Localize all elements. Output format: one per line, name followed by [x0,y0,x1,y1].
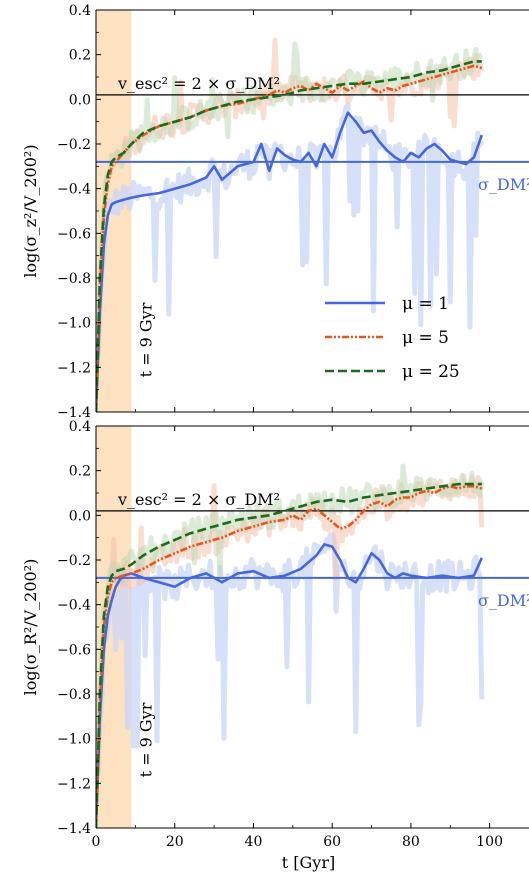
time-marker-label: t = 9 Gyr [136,702,155,777]
y-tick-label: −0.6 [57,226,91,242]
x-tick-label: 100 [476,834,503,850]
legend: μ = 1 μ = 5 μ = 25 [325,294,460,382]
x-tick-label: 0 [92,834,101,850]
y-tick-label: −0.6 [57,642,91,658]
y-tick-label: −1.0 [57,316,91,332]
time-marker-label: t = 9 Gyr [136,302,155,377]
y-axis-label: log(σ_z²/V_200²) [21,144,40,277]
x-tick-label: 60 [323,834,341,850]
x-tick-label: 80 [402,834,420,850]
y-tick-label: −0.8 [57,687,91,703]
noise-line [96,41,484,348]
plot-area [96,463,529,828]
y-tick-label: 0.4 [69,3,91,19]
y-tick-label: 0.4 [69,419,91,435]
y-tick-label: 0.0 [69,508,91,524]
series-line-mu-5 [96,484,483,828]
noise-band-3 [96,41,484,348]
series-line-mu-1 [96,111,484,412]
series-line-mu-25 [96,60,482,412]
noise-line [96,531,485,765]
y-tick-label: −1.2 [57,360,91,376]
y-tick-label: 0.2 [69,48,91,64]
y-tick-label: −0.2 [57,137,91,153]
y-tick-label: −1.2 [57,776,91,792]
y-tick-label: −1.0 [57,732,91,748]
y-axis-label: log(σ_R²/V_200²) [21,559,40,696]
series-line-mu-1 [96,543,483,828]
escape-velocity-label: v_esc² = 2 × σ_DM² [117,490,280,509]
panel-2: −1.4 −1.2 −1.0 −0.8 −0.6 −0.4 −0.2 0.0 0.2 0.4 0 20… [21,419,529,872]
x-tick-label: 40 [245,834,263,850]
x-tick-label: 20 [166,834,184,850]
y-tick-label: 0.0 [69,92,91,108]
y-tick-label: −1.4 [57,405,91,421]
escape-velocity-label: v_esc² = 2 × σ_DM² [117,74,280,93]
noise-band-1 [96,531,485,765]
y-tick-label: 0.2 [69,464,91,480]
y-tick-label: −0.8 [57,271,91,287]
plot-area [96,37,529,412]
y-tick-label: −1.4 [57,821,91,837]
y-tick-label: −0.2 [57,553,91,569]
panel-1: −1.4 −1.2 −1.0 −0.8 −0.6 −0.4 −0.2 0.0 0.2 0.4 log… [21,3,529,421]
legend-label: μ = 5 [402,328,449,348]
sigma-dm-label: σ_DM² [478,175,529,194]
legend-label: μ = 1 [402,294,449,314]
x-axis-label: t [Gyr] [282,853,335,872]
y-tick-label: −0.4 [57,182,91,198]
series-line-mu-25 [96,482,482,828]
sigma-dm-label: σ_DM² [478,591,529,610]
y-tick-label: −0.4 [57,598,91,614]
legend-label: μ = 25 [402,362,460,382]
